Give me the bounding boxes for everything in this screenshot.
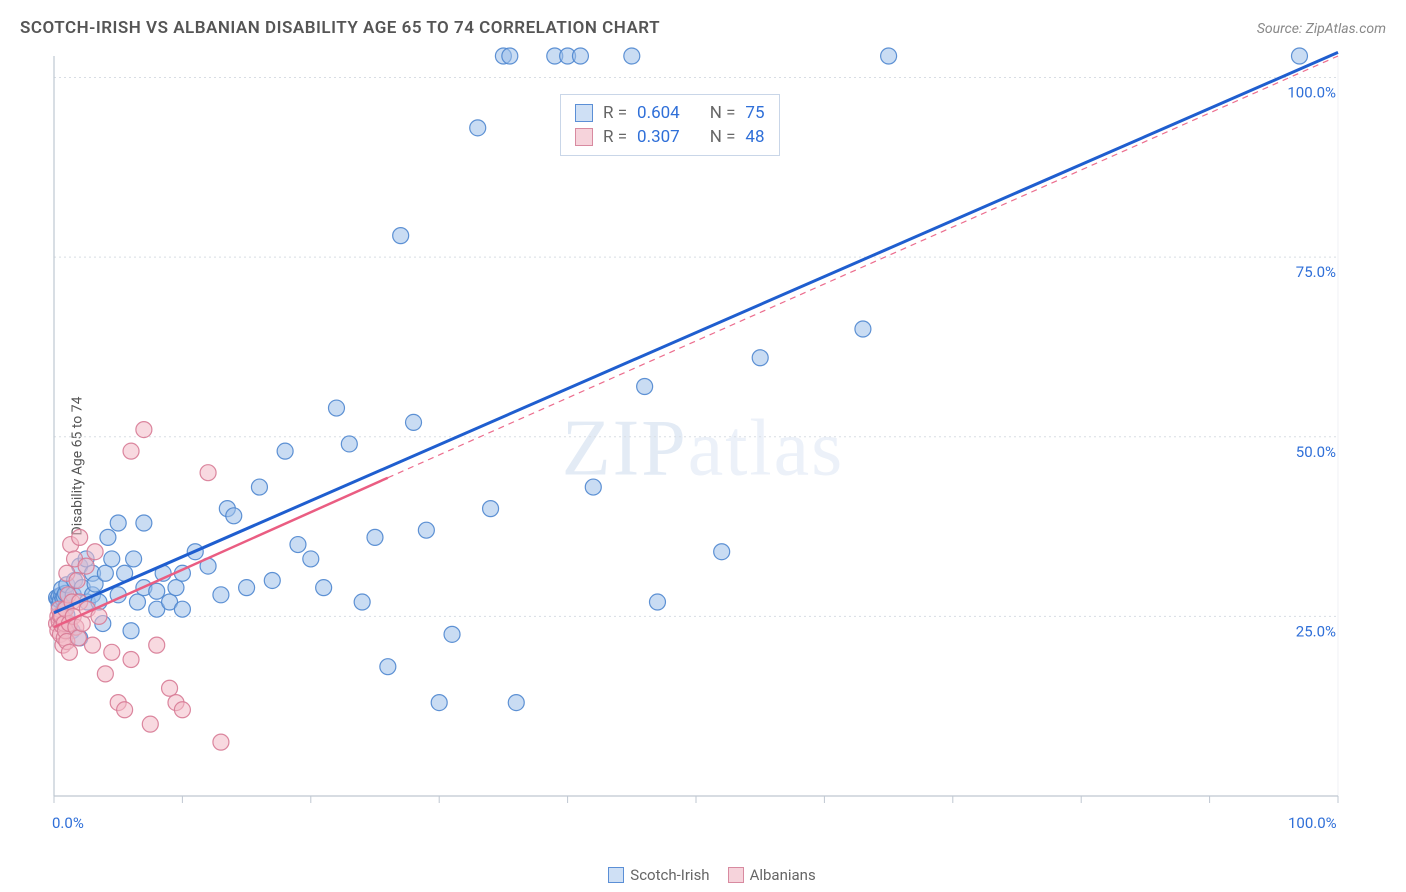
series-swatch [575,104,593,122]
correlation-row: R = 0.604 N = 75 [575,101,765,125]
n-label: N = [710,127,736,147]
x-axis-max-label: 100.0% [1288,814,1337,832]
svg-text:75.0%: 75.0% [1296,263,1336,281]
correlation-row: R = 0.307 N = 48 [575,125,765,149]
svg-text:50.0%: 50.0% [1296,443,1336,461]
legend-label: Scotch-Irish [630,866,709,884]
scatter-plot: 25.0% 50.0% 75.0% 100.0% [48,46,1388,836]
legend-swatch [728,867,744,883]
n-value: 48 [745,127,764,147]
r-label: R = [603,103,627,123]
chart-source: Source: ZipAtlas.com [1257,21,1386,37]
svg-text:100.0%: 100.0% [1287,84,1336,102]
r-value: 0.307 [637,127,680,147]
series-swatch [575,128,593,146]
chart-title: SCOTCH-IRISH VS ALBANIAN DISABILITY AGE … [20,18,660,38]
chart-container: Disability Age 65 to 74 ZIPatlas 25.0%50… [0,46,1406,886]
r-value: 0.604 [637,103,680,123]
legend-swatch [608,867,624,883]
legend-label: Albanians [750,866,816,884]
series-legend: Scotch-Irish Albanians [0,866,1406,884]
n-label: N = [710,103,736,123]
correlation-legend: R = 0.604 N = 75 R = 0.307 N = 48 [560,94,780,156]
n-value: 75 [745,103,764,123]
r-label: R = [603,127,627,147]
x-axis-min-label: 0.0% [52,814,84,832]
svg-text:25.0%: 25.0% [1296,622,1336,640]
